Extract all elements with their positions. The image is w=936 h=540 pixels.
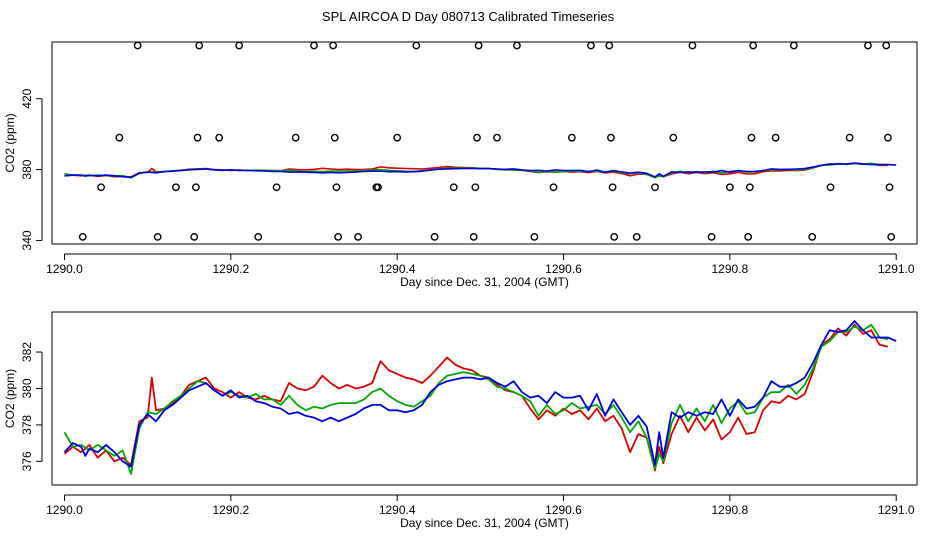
panel-1: 1290.0 1290.2 1290.4 1290.6 1290.8 1291.0 Day … (3, 41, 918, 289)
calibration-marker (790, 41, 798, 50)
calibration-marker (887, 233, 896, 241)
calibration-marker (530, 233, 539, 241)
x-tick-label: 1290.8 (712, 262, 749, 276)
calibration-marker (374, 183, 382, 192)
top-series-blue-line (64, 162, 897, 179)
calibration-marker (610, 233, 619, 241)
calibration-marker (235, 41, 244, 50)
x-tick-label: 1290.2 (212, 503, 249, 517)
calibration-marker (115, 133, 124, 142)
calibration-marker (883, 133, 892, 142)
calibration-marker (153, 233, 162, 241)
calibration-marker (826, 183, 835, 192)
calibration-marker (474, 41, 483, 50)
y-tick-label: 380 (20, 378, 34, 398)
x-tick-label: 1290.4 (379, 503, 416, 517)
calibration-marker (587, 41, 595, 50)
x-tick-label: 1291.0 (878, 262, 915, 276)
calibration-marker (78, 233, 87, 241)
x-tick-label: 1290.6 (545, 503, 582, 517)
calibration-marker (688, 41, 697, 50)
x-tick-label: 1290.4 (379, 262, 416, 276)
calibration-marker (193, 133, 202, 142)
plot-frame (51, 41, 918, 245)
calibration-marker (808, 233, 817, 241)
calibration-marker (669, 133, 678, 142)
x-tick-label: 1290.0 (46, 262, 83, 276)
calibration-marker (771, 133, 780, 142)
x-tick-label: 1290.2 (212, 262, 249, 276)
calibration-marker (97, 183, 105, 192)
y-tick-label: 376 (20, 451, 34, 471)
x-axis-label: Day since Dec. 31, 2004 (GMT) (400, 275, 569, 289)
x-axis-label: Day since Dec. 31, 2004 (GMT) (400, 516, 569, 530)
calibration-marker (329, 41, 338, 50)
calibration-marker (749, 41, 758, 50)
calibration-marker (605, 41, 614, 50)
calibration-marker (707, 233, 716, 241)
calibration-marker (272, 183, 281, 192)
calibration-marker (744, 233, 753, 241)
calibration-marker (412, 41, 421, 50)
y-axis-label: CO2 (ppm) (3, 113, 17, 172)
calibration-marker (845, 133, 854, 142)
y-tick-label: 340 (20, 230, 34, 250)
series-green-line (63, 323, 889, 476)
calibration-marker (745, 183, 754, 192)
calibration-marker (254, 233, 263, 241)
calibration-marker (469, 233, 478, 241)
calibration-marker (725, 183, 734, 192)
calibration-marker (513, 41, 521, 50)
x-tick-label: 1290.0 (46, 503, 83, 517)
calibration-marker (747, 133, 756, 142)
calibration-marker (885, 183, 894, 192)
calibration-marker (330, 133, 339, 142)
calibration-marker (449, 183, 458, 192)
figure-title: SPL AIRCOA D Day 080713 Calibrated Times… (321, 9, 615, 24)
calibration-marker (190, 233, 199, 241)
x-tick-label: 1291.0 (878, 503, 915, 517)
calibration-marker (430, 233, 439, 241)
y-tick-label: 420 (20, 88, 34, 108)
x-tick-label: 1290.8 (712, 503, 749, 517)
calibration-marker (195, 41, 204, 50)
calibration-marker (651, 183, 659, 192)
calibration-marker (567, 133, 576, 142)
calibration-marker (393, 133, 402, 142)
panel-2: 1290.0 1290.2 1290.4 1290.6 1290.8 1291.0 Day … (3, 311, 918, 530)
calibration-marker (632, 233, 641, 241)
top-series-group (64, 162, 897, 179)
calibration-marker (332, 183, 341, 192)
calibration-marker (334, 233, 343, 241)
calibration-marker (354, 233, 362, 241)
calibration-marker (864, 41, 872, 50)
x-tick-label: 1290.6 (545, 262, 582, 276)
calibration-marker (291, 133, 300, 142)
plot-frame (51, 311, 918, 486)
calibration-marker (215, 133, 224, 142)
calibration-marker (882, 41, 891, 50)
calibration-marker (471, 183, 480, 192)
calibration-marker (549, 183, 558, 192)
calibration-marker (172, 183, 180, 192)
y-tick-label: 380 (20, 159, 34, 179)
calibration-marker (493, 133, 501, 142)
series-blue-line (63, 320, 897, 468)
calibration-marker (608, 183, 617, 192)
y-axis-label: CO2 (ppm) (3, 369, 17, 428)
calibration-marker (310, 41, 318, 50)
calibration-marker (133, 41, 142, 50)
calibration-marker (607, 133, 615, 142)
y-tick-label: 382 (20, 342, 34, 362)
bottom-series-group (63, 320, 897, 476)
calibration-marker (191, 183, 200, 192)
y-tick-label: 378 (20, 415, 34, 435)
calibration-marker (473, 133, 481, 142)
